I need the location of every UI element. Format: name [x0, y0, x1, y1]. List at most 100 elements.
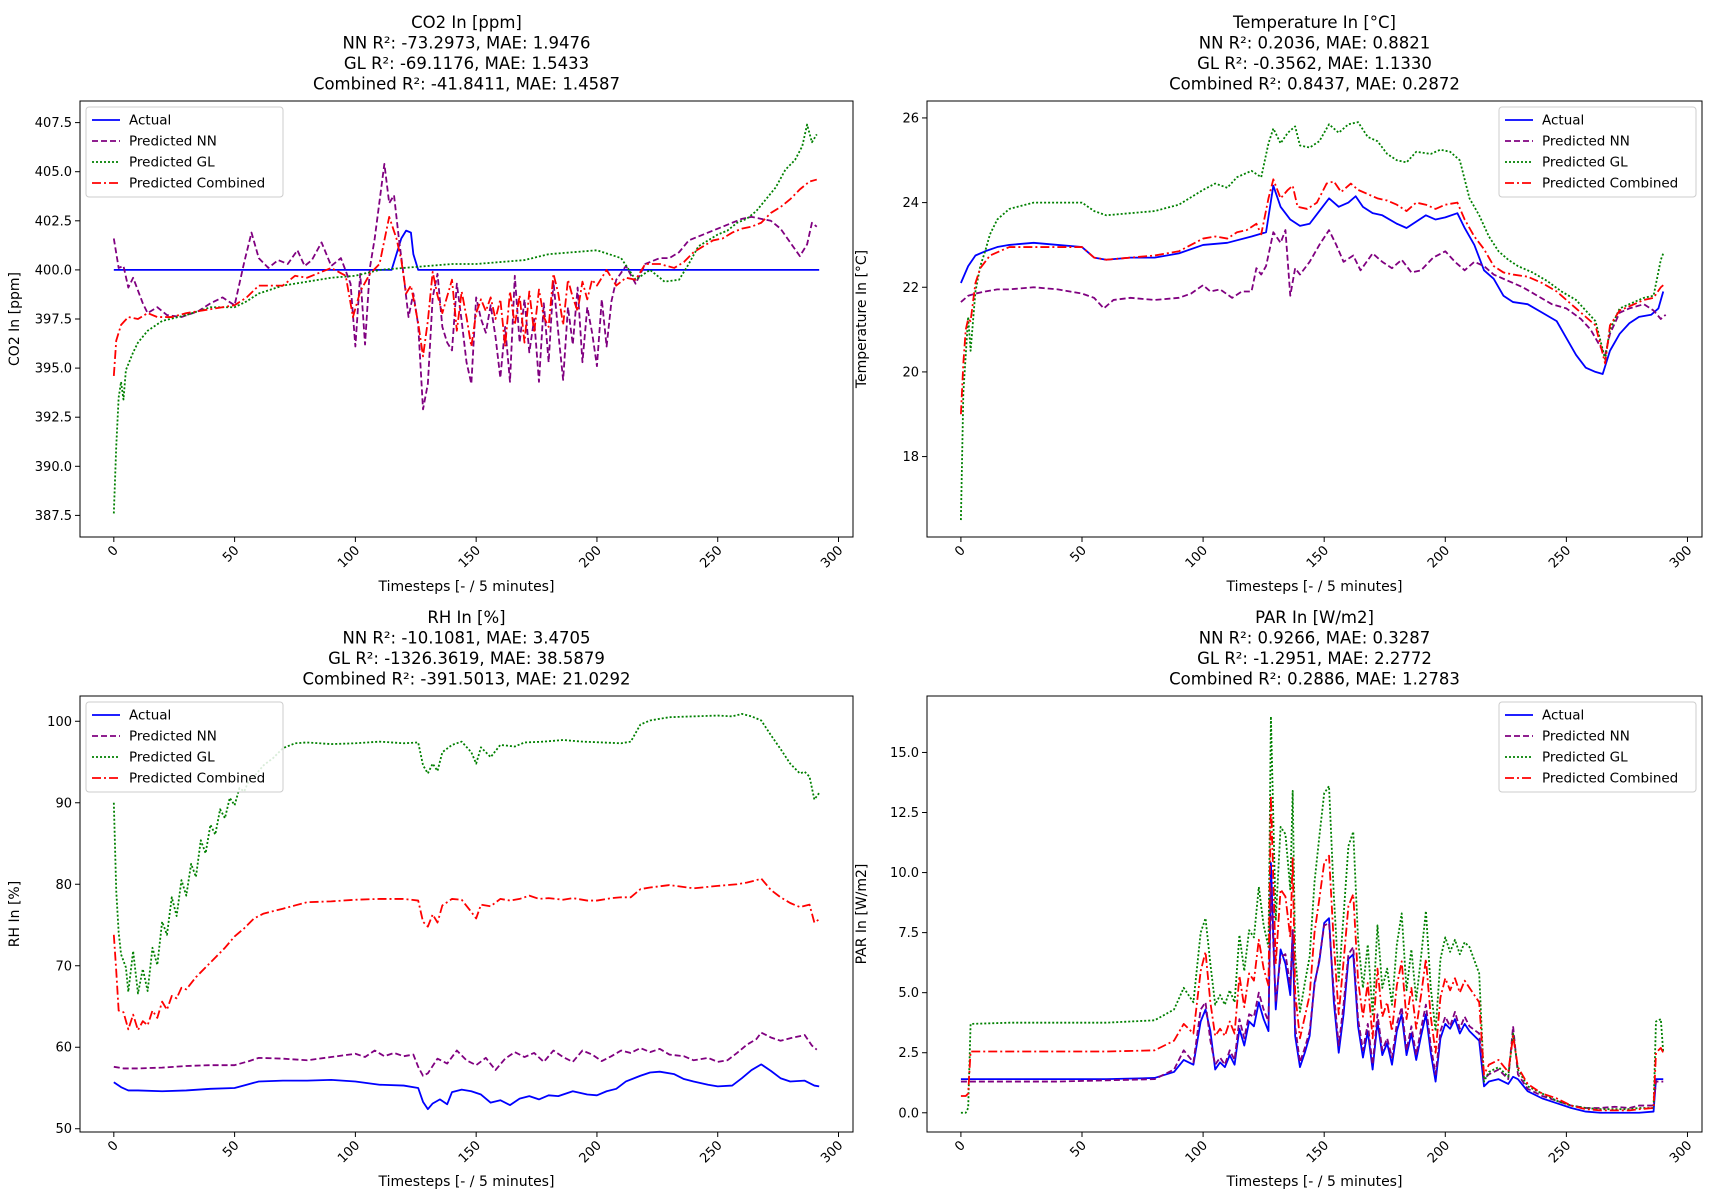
x-tick-label: 200 [1425, 1138, 1453, 1166]
y-tick-label: 22 [902, 281, 919, 296]
y-tick-label: 15.0 [890, 746, 919, 761]
x-tick-label: 100 [335, 543, 363, 571]
series-line-nn [113, 1031, 818, 1077]
y-tick-label: 50 [55, 1122, 72, 1137]
x-tick-label: 50 [220, 1138, 242, 1160]
y-axis-label: PAR In [W/m2] [854, 864, 870, 965]
legend-label: Predicted GL [1542, 750, 1628, 766]
y-tick-label: 70 [55, 959, 72, 974]
x-axis-label: Timesteps [- / 5 minutes] [1226, 579, 1403, 595]
x-tick-label: 300 [1667, 1138, 1695, 1166]
x-axis-label: Timesteps [- / 5 minutes] [378, 579, 555, 595]
x-tick-label: 250 [1546, 1138, 1574, 1166]
y-tick-label: 26 [902, 111, 919, 126]
x-tick-label: 300 [818, 543, 846, 571]
chart-title-line: GL R²: -1326.3619, MAE: 38.5879 [328, 649, 605, 668]
series-line-combined [960, 178, 1664, 415]
series-line-gl [112, 123, 818, 514]
legend-label: Actual [129, 708, 171, 724]
series-line-gl [960, 121, 1665, 521]
legend-label: Predicted Combined [1542, 176, 1678, 192]
series-line-nn [960, 229, 1667, 356]
chart-title-line: GL R²: -1.2951, MAE: 2.2772 [1197, 649, 1432, 668]
y-tick-label: 400.0 [35, 263, 72, 278]
plot-frame [79, 695, 854, 1133]
y-tick-label: 10.0 [890, 866, 919, 881]
y-axis-label: CO2 In [ppm] [7, 272, 23, 366]
x-tick-label: 100 [1183, 1138, 1211, 1166]
x-tick-label: 250 [1546, 543, 1574, 571]
series-line-gl [112, 713, 820, 995]
series-line-actual [960, 862, 1664, 1114]
legend-label: Actual [1542, 708, 1584, 724]
x-tick-label: 0 [952, 543, 968, 559]
y-tick-label: 24 [902, 196, 919, 211]
x-axis-label: Timesteps [- / 5 minutes] [1226, 1174, 1403, 1190]
y-tick-label: 395.0 [35, 362, 72, 377]
y-tick-label: 7.5 [898, 926, 919, 941]
x-tick-label: 200 [577, 543, 605, 571]
x-tick-label: 300 [1667, 543, 1695, 571]
x-axis-label: Timesteps [- / 5 minutes] [378, 1174, 555, 1190]
y-tick-label: 90 [55, 796, 72, 811]
x-tick-label: 50 [1068, 543, 1090, 565]
series-line-combined [960, 794, 1665, 1112]
legend-label: Predicted NN [1542, 134, 1630, 150]
y-tick-label: 5.0 [898, 986, 919, 1001]
y-tick-label: 2.5 [898, 1046, 919, 1061]
x-tick-label: 150 [456, 543, 484, 571]
x-tick-label: 0 [105, 543, 121, 559]
legend-label: Predicted NN [129, 134, 217, 150]
legend-label: Predicted NN [129, 729, 217, 745]
subplot-1: CO2 In [ppm] NN R²: -73.2973, MAE: 1.9476… [7, 13, 854, 595]
legend-label: Predicted Combined [1542, 771, 1678, 787]
series-line-nn [112, 162, 818, 411]
chart-title-line: NN R²: -73.2973, MAE: 1.9476 [343, 34, 591, 53]
legend: Actual Predicted NN Predicted GL Predicted … [1498, 106, 1697, 198]
y-tick-label: 0.0 [898, 1106, 919, 1121]
series-line-actual [113, 1063, 820, 1111]
y-tick-label: 387.5 [35, 509, 72, 524]
x-tick-label: 150 [1304, 543, 1332, 571]
legend: Actual Predicted NN Predicted GL Predicted … [1498, 701, 1697, 793]
legend-box [1498, 106, 1697, 198]
legend-label: Predicted GL [1542, 155, 1628, 171]
x-tick-label: 50 [1068, 1138, 1090, 1160]
legend-label: Predicted NN [1542, 729, 1630, 745]
x-tick-label: 150 [1304, 1138, 1332, 1166]
y-axis-label: Temperature In [°C] [854, 250, 870, 389]
x-tick-label: 200 [1425, 543, 1453, 571]
series-line-actual [960, 184, 1665, 375]
y-tick-label: 80 [55, 878, 72, 893]
x-tick-label: 100 [335, 1138, 363, 1166]
legend-box [85, 701, 284, 793]
x-tick-label: 200 [577, 1138, 605, 1166]
x-tick-label: 100 [1183, 543, 1211, 571]
series-line-nn [960, 886, 1664, 1109]
chart-title-line: Combined R²: -391.5013, MAE: 21.0292 [302, 670, 630, 689]
chart-title-line: Combined R²: -41.8411, MAE: 1.4587 [313, 75, 620, 94]
subplot-2: Temperature In [°C] NN R²: 0.2036, MAE: 0… [854, 13, 1703, 595]
subplot-3: RH In [%] NN R²: -10.1081, MAE: 3.4705GL … [7, 608, 854, 1190]
y-tick-label: 390.0 [35, 460, 72, 475]
x-tick-label: 150 [456, 1138, 484, 1166]
x-tick-label: 250 [697, 1138, 725, 1166]
chart-title-line: PAR In [W/m2] [1255, 608, 1374, 627]
y-tick-label: 20 [902, 365, 919, 380]
chart-title-line: Combined R²: 0.2886, MAE: 1.2783 [1169, 670, 1460, 689]
chart-title-line: NN R²: 0.9266, MAE: 0.3287 [1199, 629, 1431, 648]
y-tick-label: 397.5 [35, 313, 72, 328]
y-axis-label: RH In [%] [7, 881, 23, 947]
x-tick-label: 0 [105, 1138, 121, 1154]
plot-frame [926, 695, 1703, 1133]
y-tick-label: 405.0 [35, 165, 72, 180]
y-tick-label: 100 [47, 715, 72, 730]
legend-label: Predicted GL [129, 155, 215, 171]
series-line-gl [960, 715, 1665, 1114]
series-line-combined [112, 178, 818, 377]
x-tick-label: 0 [952, 1138, 968, 1154]
plot-frame [926, 100, 1703, 538]
chart-title-line: NN R²: -10.1081, MAE: 3.4705 [343, 629, 591, 648]
legend-box [1498, 701, 1697, 793]
